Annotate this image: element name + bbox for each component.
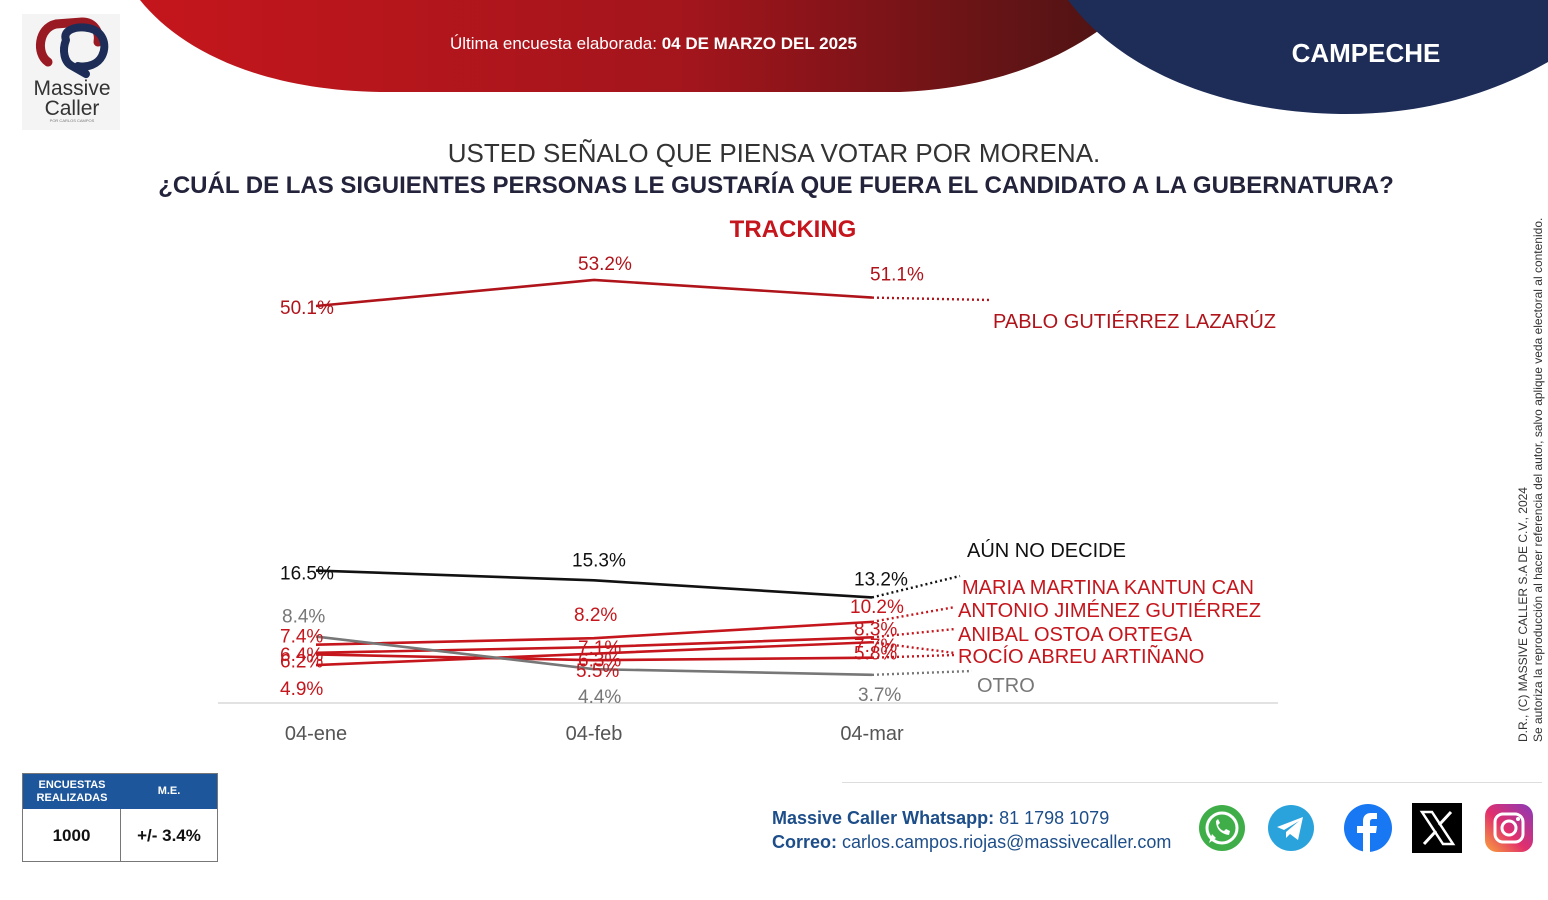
data-value-label: 10.2% [850,597,904,618]
series-line [315,278,873,308]
series-leader-line [871,296,991,302]
series-name-label: ANTONIO JIMÉNEZ GUTIÉRREZ [958,599,1261,622]
header-red-shape [140,0,1135,92]
series-name-label: AÚN NO DECIDE [967,539,1126,562]
series-leader-line [871,653,956,659]
data-value-label: 50.1% [280,298,334,319]
data-value-label: 3.7% [858,685,901,706]
x-tick-label: 04-feb [566,723,623,745]
data-value-label: 4.9% [280,679,323,700]
copyright-notice: D.R., (C) MASSIVE CALLER S.A DE C.V., 20… [1516,182,1546,742]
surveys-value: 1000 [23,809,121,862]
question-title: ¿CUÁL DE LAS SIGUIENTES PERSONAS LE GUST… [158,172,1394,199]
data-value-label: 5.8% [854,644,897,665]
logo-name-line1: Massive [33,77,111,100]
data-value-label: 6.4% [280,645,323,666]
data-value-label: 16.5% [280,564,334,585]
question-subtitle: USTED SEÑALO QUE PIENSA VOTAR POR MORENA… [447,138,1101,168]
whatsapp-contact: Massive Caller Whatsapp: 81 1798 1079 [772,806,1171,830]
email-label: Correo: [772,832,838,852]
data-value-label: 8.3% [854,619,897,640]
series-line [315,569,873,599]
email-address[interactable]: carlos.campos.riojas@massivecaller.com [842,832,1172,852]
data-value-label: 8.2% [574,605,617,626]
me-value: +/- 3.4% [137,825,201,845]
logo-wordmark: Massive Caller POR CARLOS CAMPOS [22,78,122,123]
series-name-label: ANIBAL OSTOA ORTEGA [958,624,1193,646]
email-contact: Correo: carlos.campos.riojas@massivecall… [772,830,1171,854]
series-name-label: PABLO GUTIÉRREZ LAZARÚZ [993,310,1276,333]
copyright-line2: Se autoriza la reproducción al hacer ref… [1531,217,1545,742]
footer-divider [842,782,1542,783]
logo-tagline: POR CARLOS CAMPOS [49,118,95,123]
contact-info: Massive Caller Whatsapp: 81 1798 1079 Co… [772,806,1171,854]
data-value-label: 7.1% [578,638,621,659]
stats-table: ENCUESTAS REALIZADAS M.E. 1000 +/- 3.4% [22,773,218,862]
data-value-label: 5.5% [576,661,619,682]
header-navy-shape [1068,0,1548,115]
telegram-icon[interactable] [1266,803,1316,853]
series-leader-line [871,627,956,639]
x-icon[interactable] [1412,803,1462,853]
series-line [315,640,873,667]
data-value-label: 7.7% [854,636,897,657]
series-name-label: OTRO [977,675,1035,697]
series-name-label: ROCÍO ABREU ARTIÑANO [958,644,1204,668]
data-value-label: 15.3% [572,550,626,571]
facebook-icon[interactable] [1343,803,1393,853]
whatsapp-label: Massive Caller Whatsapp: [772,808,995,828]
data-value-label: 13.2% [854,569,908,590]
series-line [315,636,873,655]
survey-date-label: Última encuesta elaborada: [450,34,657,53]
whatsapp-number[interactable]: 81 1798 1079 [999,808,1110,828]
whatsapp-icon[interactable] [1197,803,1247,853]
data-value-label: 4.4% [578,687,621,708]
data-value-label: 53.2% [578,254,632,275]
series-line [315,653,873,662]
header-banner [140,0,1548,115]
massive-caller-logo [22,14,120,130]
series-leader-line [871,669,973,677]
data-value-label: 6.3% [578,651,621,672]
x-tick-label: 04-mar [840,723,904,745]
data-value-label: 7.4% [280,627,323,648]
surveys-header: ENCUESTAS REALIZADAS [23,774,121,809]
state-name: CAMPECHE [1291,38,1441,68]
survey-date: Última encuesta elaborada: 04 DE MARZO D… [450,34,857,54]
instagram-icon[interactable] [1484,803,1534,853]
logo-name-line2: Caller [44,97,100,120]
copyright-line1: D.R., (C) MASSIVE CALLER S.A DE C.V., 20… [1516,487,1530,742]
tracking-label: TRACKING [729,216,857,243]
series-leader-line [871,574,961,599]
data-value-label: 8.4% [282,607,325,628]
series-line [315,635,873,677]
series-leader-line [871,641,956,655]
survey-date-value: 04 DE MARZO DEL 2025 [661,34,857,53]
data-value-label: 51.1% [870,265,924,286]
data-value-label: 6.2% [280,651,323,672]
x-tick-label: 04-ene [285,723,347,745]
series-name-label: MARIA MARTINA KANTUN CAN [962,577,1254,599]
me-header: M.E. [121,774,217,809]
series-leader-line [871,605,956,624]
series-line [315,620,873,646]
